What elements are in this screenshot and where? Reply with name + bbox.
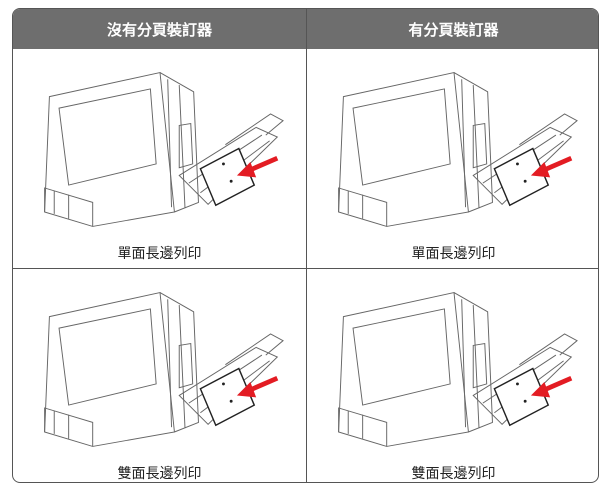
cell: 雙面長邊列印 [307, 269, 599, 482]
cell: 單面長邊列印 [13, 49, 306, 268]
caption: 單面長邊列印 [117, 246, 202, 262]
caption: 單面長邊列印 [411, 246, 496, 262]
cell: 雙面長邊列印 [13, 269, 306, 482]
divider [13, 268, 598, 269]
header-cell: 沒有分頁裝訂器 [13, 9, 306, 49]
illustration [329, 287, 579, 452]
caption: 雙面長邊列印 [411, 466, 496, 482]
divider [306, 9, 307, 482]
illustration [35, 67, 285, 232]
illustration [329, 67, 579, 232]
header-cell: 有分頁裝訂器 [307, 9, 598, 49]
cell: 單面長邊列印 [307, 49, 599, 268]
table: 沒有分頁裝訂器 有分頁裝訂器 單面長邊列印 單面長邊列印 雙面長邊列印 雙面長邊… [12, 8, 599, 483]
caption: 雙面長邊列印 [117, 466, 202, 482]
illustration [35, 287, 285, 452]
